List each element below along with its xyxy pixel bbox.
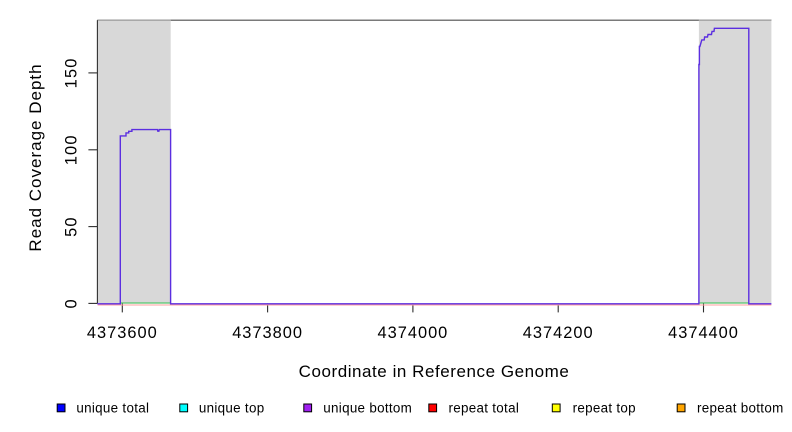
svg-text:4374000: 4374000 xyxy=(377,324,448,342)
svg-text:4373800: 4373800 xyxy=(232,324,303,342)
svg-text:50: 50 xyxy=(63,216,81,237)
svg-text:100: 100 xyxy=(63,134,81,165)
svg-text:repeat bottom: repeat bottom xyxy=(697,401,784,416)
svg-text:4374400: 4374400 xyxy=(668,324,739,342)
svg-text:Coordinate in Reference Genome: Coordinate in Reference Genome xyxy=(299,362,570,381)
svg-text:4374200: 4374200 xyxy=(523,324,594,342)
svg-text:150: 150 xyxy=(63,57,81,88)
svg-text:repeat top: repeat top xyxy=(573,401,636,416)
svg-text:4373600: 4373600 xyxy=(87,324,158,342)
svg-text:unique total: unique total xyxy=(76,401,149,416)
svg-text:unique bottom: unique bottom xyxy=(323,401,412,416)
svg-text:unique top: unique top xyxy=(199,401,265,416)
svg-text:Read Coverage Depth: Read Coverage Depth xyxy=(26,63,45,251)
svg-text:repeat total: repeat total xyxy=(449,401,520,416)
svg-text:0: 0 xyxy=(63,298,81,308)
